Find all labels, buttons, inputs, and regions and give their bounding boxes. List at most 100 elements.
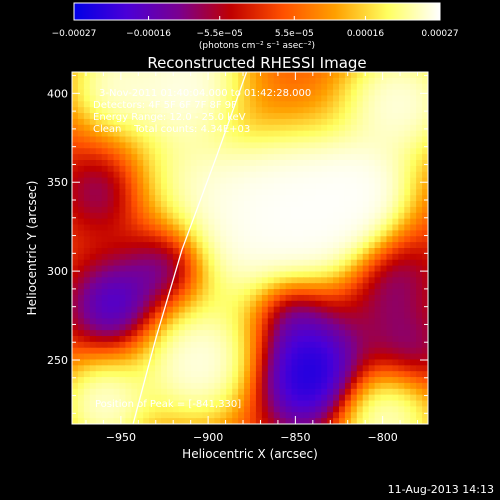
heatmap-cell [416, 324, 423, 331]
heatmap-cell [149, 154, 156, 161]
heatmap-cell [315, 212, 322, 220]
heatmap-cell [255, 89, 263, 97]
heatmap-cell [309, 171, 316, 179]
heatmap-cell [380, 107, 388, 114]
heatmap-cell [380, 113, 388, 120]
heatmap-cell [95, 89, 103, 97]
heatmap-cell [107, 230, 115, 237]
heatmap-cell [392, 218, 399, 226]
heatmap-cell [166, 72, 174, 79]
heatmap-cell [344, 341, 352, 349]
heatmap-cell [220, 77, 227, 85]
heatmap-cell [77, 406, 85, 413]
heatmap-cell [380, 412, 388, 419]
heatmap-cell [404, 95, 411, 102]
heatmap-cell [398, 336, 405, 343]
heatmap-cell [238, 165, 245, 173]
heatmap-cell [244, 300, 251, 308]
heatmap-cell [244, 212, 251, 220]
heatmap-cell [89, 77, 97, 85]
heatmap-cell [297, 148, 304, 155]
heatmap-cell [291, 289, 299, 296]
heatmap-cell [238, 388, 245, 396]
heatmap-cell [333, 253, 340, 261]
heatmap-cell [255, 289, 263, 296]
y-tick-label: 250 [47, 354, 68, 367]
heatmap-cell [309, 218, 316, 226]
heatmap-cell [184, 271, 192, 278]
heatmap-cell [362, 306, 370, 314]
heatmap-cell [315, 277, 322, 284]
heatmap-cell [333, 101, 340, 108]
heatmap-cell [155, 248, 162, 255]
heatmap-cell [172, 230, 180, 237]
heatmap-cell [83, 165, 91, 173]
heatmap-cell [255, 171, 263, 179]
heatmap-cell [261, 277, 269, 284]
heatmap-cell [89, 95, 97, 102]
heatmap-cell [279, 95, 287, 102]
heatmap-cell [303, 189, 310, 196]
heatmap-cell [374, 101, 382, 108]
heatmap-cell [333, 107, 340, 114]
heatmap-cell [315, 154, 322, 161]
heatmap-cell [143, 394, 150, 402]
heatmap-cell [250, 142, 257, 149]
heatmap-cell [279, 171, 287, 179]
heatmap-cell [172, 77, 180, 85]
heatmap-cell [333, 130, 340, 138]
heatmap-cell [386, 101, 393, 108]
heatmap-cell [350, 77, 358, 85]
heatmap-cell [95, 177, 103, 185]
heatmap-cell [184, 89, 192, 97]
heatmap-cell [368, 271, 376, 278]
heatmap-cell [255, 259, 263, 267]
heatmap-cell [184, 130, 192, 138]
heatmap-cell [143, 83, 150, 91]
heatmap-cell [368, 394, 376, 402]
heatmap-cell [315, 388, 322, 396]
heatmap-cell [226, 341, 233, 349]
heatmap-cell [208, 171, 215, 179]
heatmap-cell [244, 189, 251, 196]
heatmap-cell [356, 294, 364, 302]
heatmap-cell [143, 324, 150, 331]
heatmap-cell [143, 248, 150, 255]
heatmap-cell [131, 318, 138, 325]
heatmap-cell [250, 177, 257, 185]
heatmap-cell [374, 177, 382, 185]
heatmap-cell [297, 189, 304, 196]
heatmap-cell [327, 206, 334, 214]
heatmap-cell [214, 341, 221, 349]
heatmap-cell [72, 400, 79, 407]
heatmap-cell [362, 406, 370, 413]
heatmap-cell [137, 177, 144, 185]
heatmap-cell [261, 382, 269, 390]
heatmap-cell [392, 113, 399, 120]
heatmap-cell [273, 382, 281, 390]
heatmap-cell [339, 218, 346, 226]
heatmap-cell [303, 248, 310, 255]
heatmap-cell [267, 165, 275, 173]
heatmap-cell [422, 365, 428, 372]
heatmap-cell [291, 113, 299, 120]
heatmap-cell [101, 283, 109, 290]
heatmap-cell [273, 95, 281, 102]
heatmap-cell [422, 330, 428, 337]
heatmap-cell [339, 183, 346, 190]
heatmap-cell [386, 136, 393, 143]
heatmap-cell [202, 300, 210, 308]
heatmap-cell [107, 212, 115, 220]
heatmap-cell [232, 113, 239, 120]
heatmap-cell [107, 83, 115, 91]
heatmap-cell [125, 382, 132, 390]
heatmap-cell [196, 142, 204, 149]
heatmap-cell [315, 107, 322, 114]
heatmap-cell [143, 124, 150, 132]
heatmap-cell [339, 277, 346, 284]
heatmap-cell [327, 294, 334, 302]
heatmap-cell [410, 130, 417, 138]
heatmap-cell [196, 72, 204, 79]
heatmap-cell [125, 189, 132, 196]
heatmap-cell [344, 107, 352, 114]
